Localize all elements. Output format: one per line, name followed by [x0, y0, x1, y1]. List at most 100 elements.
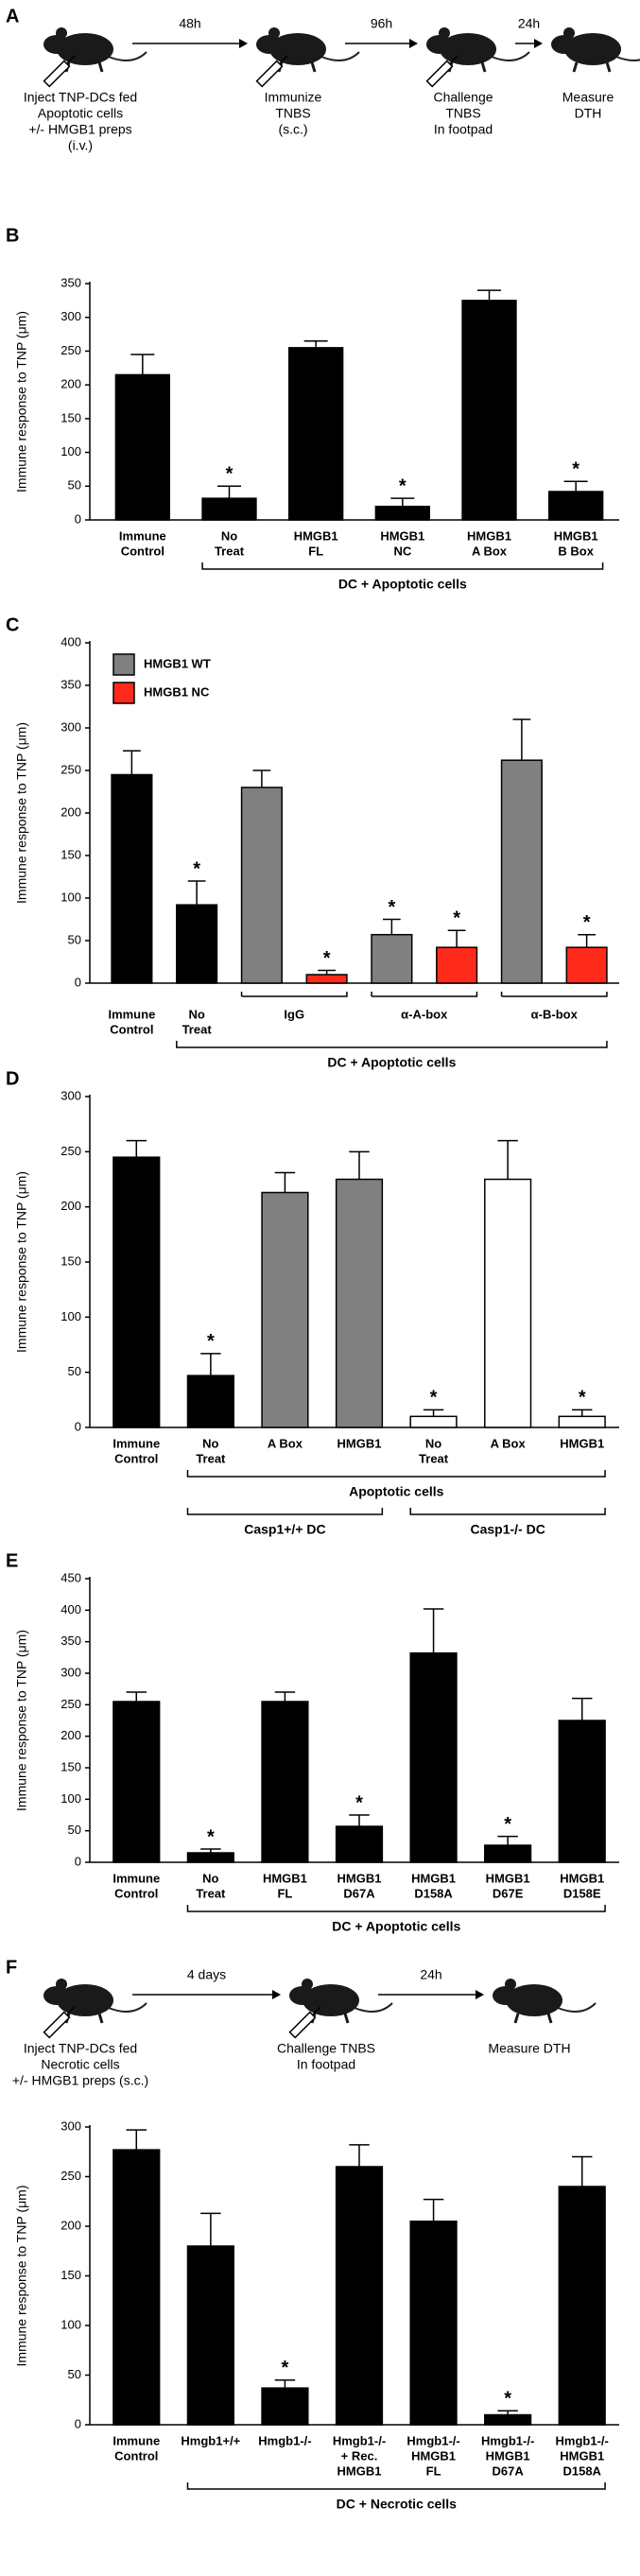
- bar: [114, 373, 170, 521]
- significance-star: *: [282, 2358, 289, 2378]
- significance-star: *: [193, 858, 200, 879]
- panel-letter: B: [6, 225, 19, 246]
- syringe-needle: [449, 55, 458, 64]
- bar: [111, 773, 153, 984]
- group-bracket: [500, 992, 608, 997]
- group-bracket: [240, 992, 348, 997]
- mouse-icon: [43, 1979, 147, 2039]
- y-axis-label: Immune response to TNP (μm): [14, 1630, 29, 1811]
- y-tick-label: 150: [61, 1253, 81, 1268]
- bar: [112, 2149, 161, 2426]
- y-tick-label: 50: [68, 1823, 81, 1837]
- x-tick-label: α-B-box: [531, 1007, 579, 1021]
- panel-letter: C: [6, 614, 19, 635]
- y-tick-label: 200: [61, 804, 81, 819]
- error-bar: [349, 1814, 370, 1826]
- syringe-needle: [279, 55, 288, 64]
- bracket-label: DC + Necrotic cells: [337, 2497, 457, 2512]
- error-bar: [200, 1353, 221, 1376]
- x-tick-label: Immune: [119, 528, 166, 543]
- bar: [176, 904, 218, 984]
- mouse-icon: [493, 1979, 597, 2024]
- step-label: TNBS: [275, 106, 310, 121]
- error-bar: [497, 1139, 518, 1180]
- x-tick-label: Immune: [112, 2433, 160, 2447]
- arrow-head: [239, 39, 248, 48]
- bar: [335, 1825, 384, 1863]
- mouse-tail: [615, 56, 640, 61]
- x-tick-label: Treat: [419, 1451, 449, 1465]
- mouse-icon: [425, 27, 530, 88]
- significance-star: *: [207, 1826, 215, 1847]
- panel-letter: A: [6, 6, 19, 26]
- step-label: Apoptotic cells: [38, 106, 123, 121]
- x-tick-label: Control: [110, 1022, 153, 1036]
- y-tick-label: 100: [61, 2317, 81, 2331]
- error-bar: [497, 2410, 518, 2415]
- y-axis-label: Immune response to TNP (μm): [14, 2186, 29, 2367]
- bar: [186, 1852, 234, 1863]
- bar: [461, 300, 517, 521]
- mouse-head: [256, 35, 283, 54]
- mouse-body: [57, 1984, 113, 2016]
- step-label: Necrotic cells: [41, 2057, 119, 2072]
- mouse-tail: [491, 51, 530, 61]
- interval-label: 4 days: [187, 1967, 226, 1982]
- x-tick-label: No: [202, 1871, 218, 1885]
- bracket-label: DC + Apoptotic cells: [327, 1055, 456, 1070]
- step-label: DTH: [575, 106, 602, 121]
- mouse-tail: [108, 2002, 147, 2013]
- mouse-ear: [302, 1979, 313, 1990]
- mouse-body: [564, 33, 621, 65]
- x-tick-label: HMGB1: [560, 1871, 604, 1885]
- bar: [374, 505, 430, 521]
- y-axis-label: Immune response to TNP (μm): [14, 722, 29, 904]
- mouse-tail: [108, 51, 147, 61]
- mouse-legs: [513, 2013, 553, 2024]
- x-tick-label: HMGB1: [337, 2464, 382, 2478]
- y-tick-label: 100: [61, 1309, 81, 1323]
- x-tick-label: + Rec.: [341, 2448, 378, 2463]
- error-bar: [274, 1171, 296, 1193]
- error-bar: [216, 485, 242, 499]
- error-bar: [200, 2212, 221, 2246]
- group-bracket: [371, 992, 478, 997]
- step-label: +/- HMGB1 preps (s.c.): [12, 2073, 148, 2088]
- significance-star: *: [572, 459, 579, 480]
- y-tick-label: 100: [61, 890, 81, 904]
- syringe-barrel: [425, 60, 454, 88]
- mouse-ear: [505, 1979, 516, 1990]
- bar: [484, 1844, 532, 1863]
- mouse-icon: [43, 27, 147, 88]
- bar: [112, 1701, 161, 1863]
- y-tick-label: 100: [61, 1791, 81, 1806]
- bar: [261, 1701, 309, 1863]
- step-label: Immunize: [265, 90, 322, 105]
- bar: [484, 1178, 532, 1428]
- bar: [436, 946, 478, 984]
- arrow-head: [476, 1990, 484, 1999]
- mouse-tail: [557, 2002, 597, 2013]
- syringe-needle: [66, 2006, 76, 2015]
- significance-star: *: [355, 1792, 363, 1813]
- interval-label: 24h: [420, 1967, 441, 1982]
- x-tick-label: HMGB1: [411, 2448, 456, 2463]
- x-tick-label: HMGB1: [560, 1436, 604, 1450]
- error-bar: [252, 769, 271, 787]
- significance-star: *: [388, 897, 395, 918]
- y-tick-label: 150: [61, 2268, 81, 2282]
- step-label: Inject TNP-DCs fed: [24, 2041, 137, 2056]
- significance-star: *: [399, 475, 406, 496]
- x-tick-label: IgG: [284, 1007, 304, 1021]
- x-tick-label: FL: [308, 544, 323, 558]
- error-bar: [318, 969, 337, 975]
- significance-star: *: [226, 464, 234, 485]
- bar: [409, 1651, 458, 1863]
- error-bar: [423, 1608, 444, 1653]
- error-bar: [130, 354, 155, 375]
- bracket-label: DC + Apoptotic cells: [338, 577, 467, 592]
- error-bar: [349, 1150, 370, 1180]
- mouse-ear: [56, 1979, 67, 1990]
- y-tick-label: 400: [61, 1602, 81, 1616]
- y-tick-label: 50: [68, 1364, 81, 1378]
